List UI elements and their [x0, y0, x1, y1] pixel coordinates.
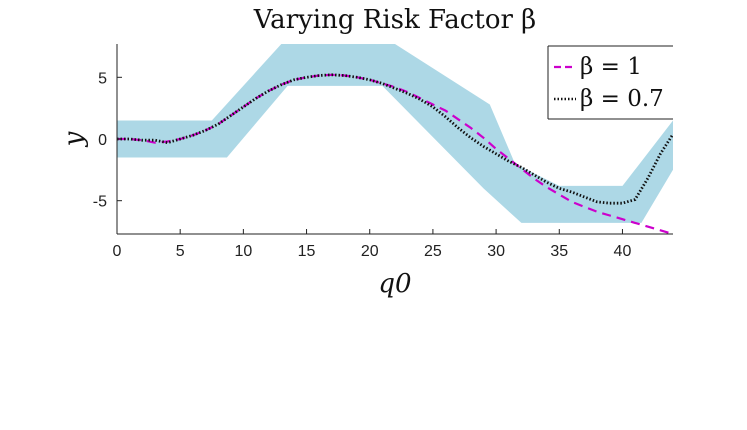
- x-tick-label: 0: [113, 243, 122, 260]
- legend-label-beta-0-7: β = 0.7: [580, 86, 664, 112]
- y-tick-label: -5: [93, 194, 107, 211]
- legend-label-beta-1: β = 1: [580, 54, 642, 80]
- x-ticks: 0 5 10 15 20 25 30 35 40: [113, 229, 632, 260]
- y-axis-label: y: [59, 131, 89, 147]
- x-tick-label: 15: [298, 243, 316, 260]
- y-tick-label: 5: [98, 70, 107, 87]
- series-line-beta-0-7: [117, 73, 673, 205]
- x-tick-label: 25: [424, 243, 442, 260]
- y-ticks: -5 0 5: [93, 70, 122, 211]
- x-tick-label: 30: [487, 243, 505, 260]
- chart-title: Varying Risk Factor β: [253, 5, 536, 35]
- legend: β = 1 β = 0.7: [547, 45, 673, 120]
- safe-region-band: [117, 44, 673, 223]
- x-axis-label: q0: [378, 269, 411, 299]
- x-tick-label: 40: [614, 243, 632, 260]
- y-tick-label: 0: [98, 132, 107, 149]
- plot-area: [117, 44, 673, 234]
- x-tick-label: 20: [361, 243, 379, 260]
- x-tick-label: 5: [176, 243, 185, 260]
- x-tick-label: 10: [234, 243, 252, 260]
- legend-box: [548, 46, 673, 119]
- x-tick-label: 35: [550, 243, 568, 260]
